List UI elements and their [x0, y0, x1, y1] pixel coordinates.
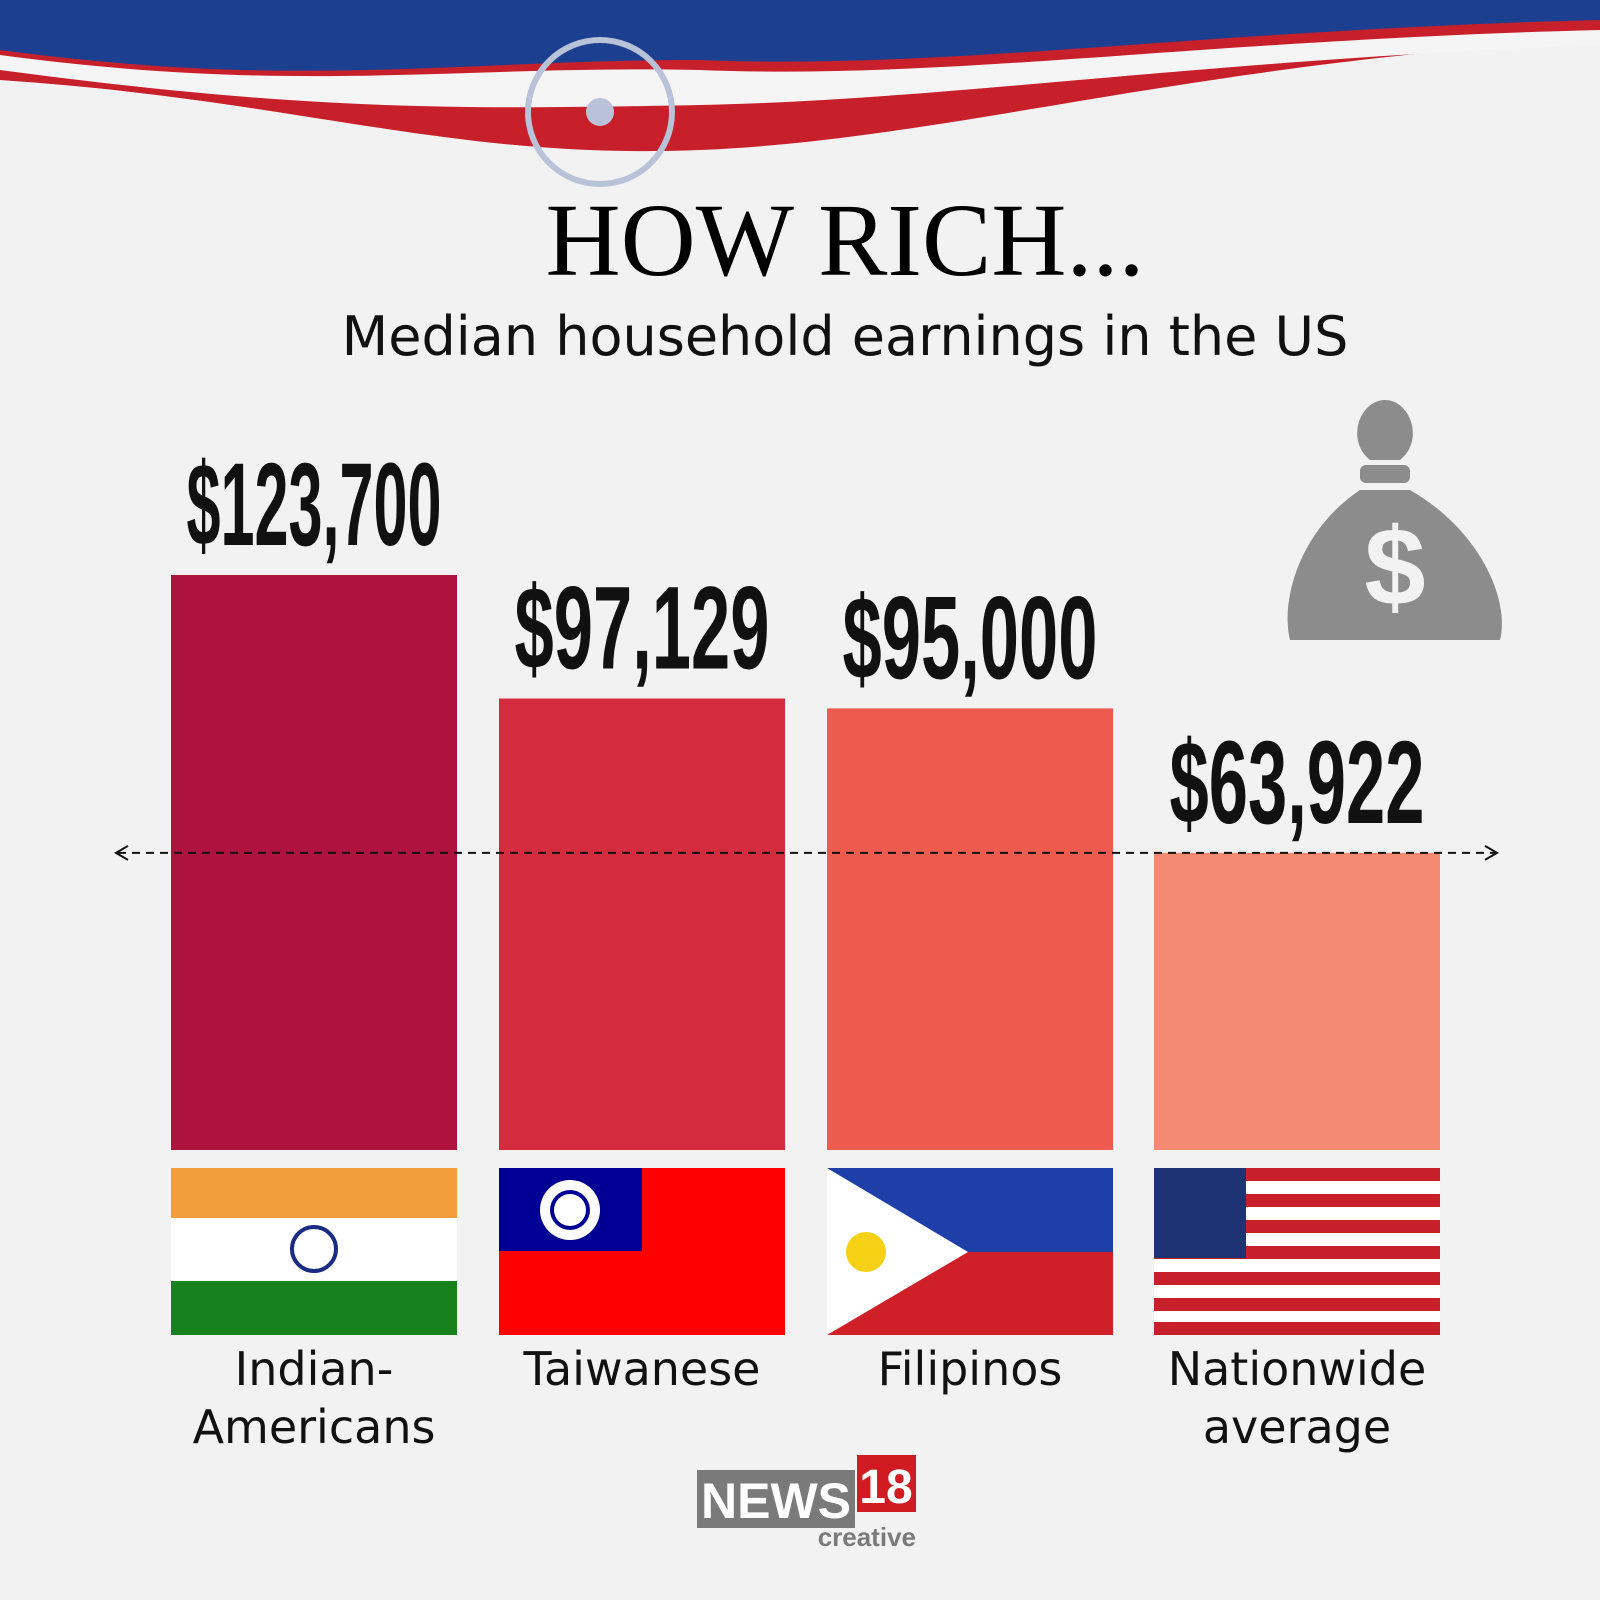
bar — [171, 575, 457, 1150]
flag-usa — [1154, 1168, 1440, 1335]
bar — [827, 708, 1113, 1150]
category-label-line: Americans — [193, 1400, 436, 1454]
category-label-line: Indian- — [235, 1342, 394, 1396]
flag-india — [171, 1168, 457, 1335]
flag-taiwan — [499, 1168, 785, 1335]
money-bag-icon: $ — [1287, 400, 1502, 640]
chart-title: HOW RICH... — [546, 183, 1145, 298]
logo-number: 18 — [859, 1461, 912, 1514]
category-label-line: average — [1203, 1400, 1391, 1454]
value-label: $63,922 — [1170, 717, 1425, 849]
chart-subtitle: Median household earnings in the US — [342, 305, 1349, 368]
arrow-left — [114, 845, 129, 861]
value-label: $123,700 — [187, 439, 442, 571]
category-label: Nationwide average — [1168, 1342, 1427, 1454]
bar — [1154, 852, 1440, 1150]
value-label: $95,000 — [843, 572, 1098, 704]
bar — [499, 698, 785, 1150]
logo-tagline: creative — [818, 1522, 916, 1552]
bars: $123,700 Indian-Americans $97,129 Taiwanese… — [114, 439, 1499, 1454]
logo-brand: NEWS — [701, 1473, 851, 1529]
category-label: Filipinos — [878, 1342, 1063, 1396]
svg-text:$: $ — [1364, 506, 1425, 629]
flag-philippines — [827, 1168, 1113, 1335]
value-label: $97,129 — [515, 563, 770, 695]
category-label: Indian-Americans — [193, 1342, 436, 1454]
flag-ribbon — [0, 0, 1600, 187]
logo: NEWS 18 creative — [697, 1455, 916, 1552]
arrow-right — [1484, 845, 1499, 861]
category-label-line: Nationwide — [1168, 1342, 1427, 1396]
category-label: Taiwanese — [523, 1342, 761, 1396]
